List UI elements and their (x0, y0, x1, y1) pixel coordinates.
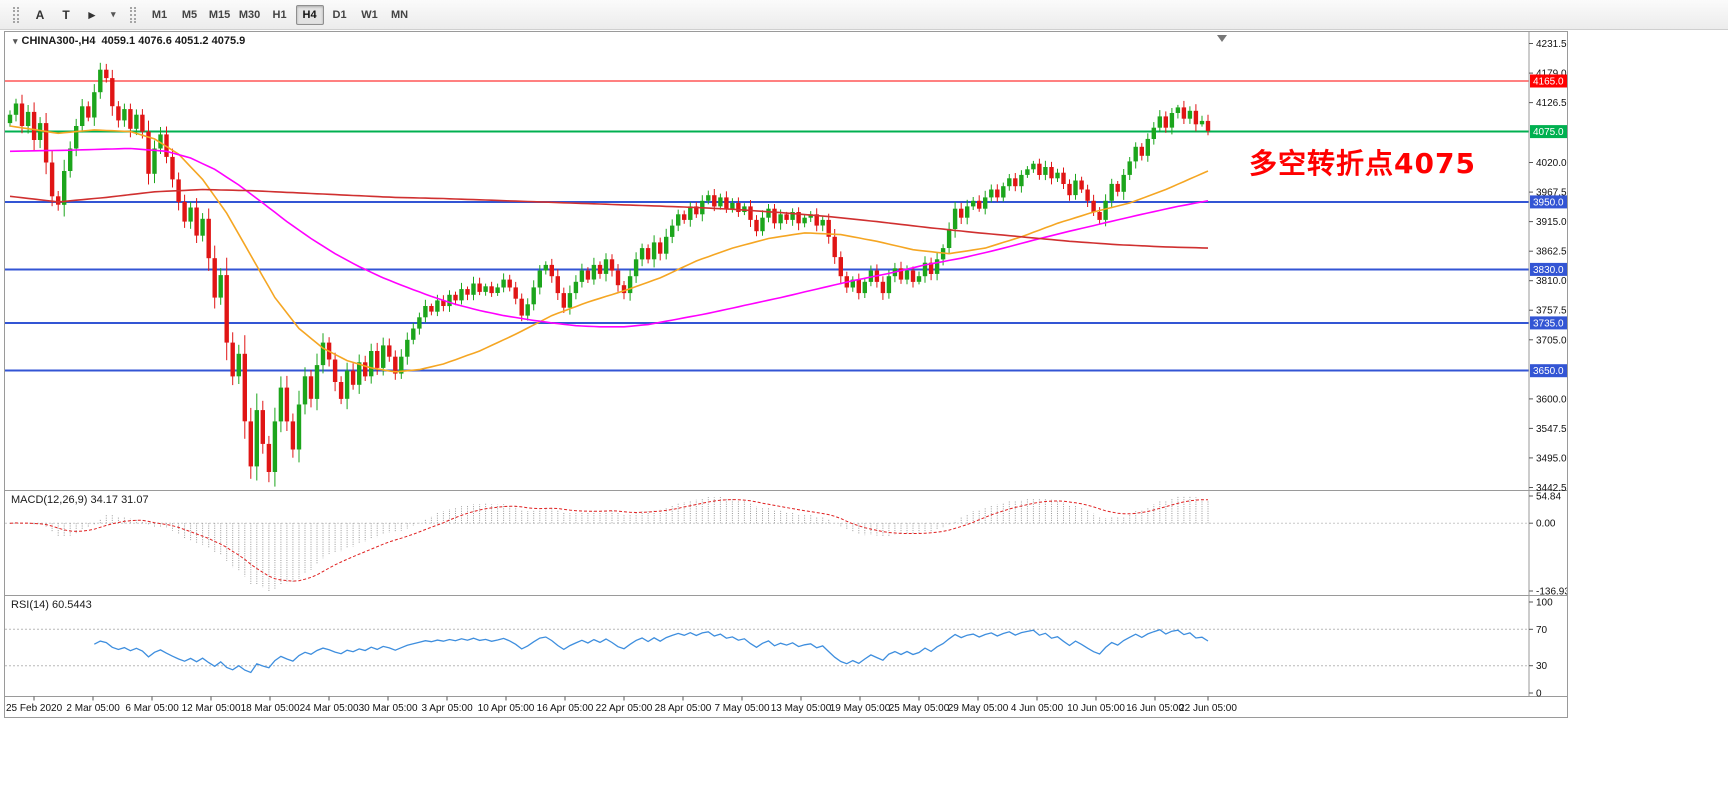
svg-text:29 May 05:00: 29 May 05:00 (948, 703, 1009, 714)
svg-text:28 Apr 05:00: 28 Apr 05:00 (655, 703, 712, 714)
ma-fast-orange (9, 125, 1209, 373)
top-toolbar: A T ► ▾ M1 M5 M15 M30 H1 H4 D1 W1 MN (0, 0, 1728, 30)
svg-text:4126.5: 4126.5 (1536, 98, 1567, 109)
rsi-name: RSI(14) (11, 599, 49, 611)
rsi-pane: 100 70 30 0 (5, 598, 1553, 700)
svg-text:3830.0: 3830.0 (1533, 265, 1564, 276)
svg-text:3 Apr 05:00: 3 Apr 05:00 (422, 703, 474, 714)
timeframe-button-m30[interactable]: M30 (236, 5, 264, 25)
timeframe-button-h1[interactable]: H1 (266, 5, 294, 25)
rsi-line (94, 628, 1209, 674)
chart-window: 4231.5 4179.0 4126.5 4020.0 3967.5 3915.0 3862… (4, 31, 1568, 718)
svg-text:24 Mar 05:00: 24 Mar 05:00 (300, 703, 359, 714)
svg-text:3735.0: 3735.0 (1533, 318, 1564, 329)
toolbar-dropdown-button[interactable]: ▾ (106, 4, 121, 26)
svg-text:10 Apr 05:00: 10 Apr 05:00 (478, 703, 535, 714)
timeframe-button-m15[interactable]: M15 (206, 5, 234, 25)
svg-text:0: 0 (1536, 689, 1542, 700)
chart-canvas[interactable]: 4231.5 4179.0 4126.5 4020.0 3967.5 3915.0 3862… (5, 32, 1567, 717)
timeframe-button-m5[interactable]: M5 (176, 5, 204, 25)
svg-text:4020.0: 4020.0 (1536, 158, 1567, 169)
macd-current-values: 34.17 31.07 (90, 494, 149, 506)
svg-text:6 Mar 05:00: 6 Mar 05:00 (125, 703, 179, 714)
svg-text:4231.5: 4231.5 (1536, 39, 1567, 50)
svg-text:3547.5: 3547.5 (1536, 424, 1567, 435)
svg-text:54.84: 54.84 (1536, 492, 1561, 503)
svg-text:3650.0: 3650.0 (1533, 366, 1564, 377)
svg-text:30: 30 (1536, 661, 1548, 672)
svg-text:4 Jun 05:00: 4 Jun 05:00 (1011, 703, 1064, 714)
candlesticks (7, 62, 1211, 487)
ohlc-values: 4059.1 4076.6 4051.2 4075.9 (101, 35, 246, 47)
price-axis: 4231.5 4179.0 4126.5 4020.0 3967.5 3915.0 3862… (1529, 39, 1567, 494)
svg-text:3600.0: 3600.0 (1536, 394, 1567, 405)
svg-text:3442.5: 3442.5 (1536, 483, 1567, 494)
svg-text:3810.0: 3810.0 (1536, 276, 1567, 287)
toolbar-grip-handle[interactable] (13, 6, 19, 23)
cursor-tool-button[interactable]: ► (80, 4, 104, 26)
macd-name: MACD(12,26,9) (11, 494, 88, 506)
svg-text:22 Jun 05:00: 22 Jun 05:00 (1179, 703, 1237, 714)
timeframe-toolbar: M1 M5 M15 M30 H1 H4 D1 W1 MN (145, 4, 415, 25)
timeframe-button-mn[interactable]: MN (386, 5, 414, 25)
svg-text:18 Mar 05:00: 18 Mar 05:00 (241, 703, 300, 714)
svg-text:100: 100 (1536, 598, 1553, 609)
svg-text:70: 70 (1536, 625, 1548, 636)
svg-text:19 May 05:00: 19 May 05:00 (830, 703, 891, 714)
svg-text:16 Jun 05:00: 16 Jun 05:00 (1126, 703, 1184, 714)
rsi-current-value: 60.5443 (51, 599, 92, 611)
ma-mid-magenta (9, 147, 1209, 328)
svg-text:4165.0: 4165.0 (1533, 77, 1564, 88)
time-axis: 25 Feb 2020 2 Mar 05:00 6 Mar 05:00 12 Mar … (6, 696, 1237, 714)
pane-separators (5, 32, 1567, 697)
cursor-icon: ► (86, 7, 98, 22)
macd-signal-line (9, 499, 1209, 582)
svg-text:30 Mar 05:00: 30 Mar 05:00 (359, 703, 418, 714)
symbol-period-label: CHINA300-,H4 (21, 35, 96, 47)
timeframe-button-w1[interactable]: W1 (356, 5, 384, 25)
toolbar-grip-handle[interactable] (129, 6, 136, 23)
svg-text:16 Apr 05:00: 16 Apr 05:00 (537, 703, 594, 714)
collapse-caret-icon[interactable]: ▾ (13, 36, 18, 46)
svg-text:2 Mar 05:00: 2 Mar 05:00 (66, 703, 120, 714)
svg-text:7 May 05:00: 7 May 05:00 (714, 703, 769, 714)
rsi-indicator-label: RSI(14) 60.5443 (11, 599, 92, 611)
t-tool-button[interactable]: T (54, 4, 78, 26)
svg-text:4179.0: 4179.0 (1536, 69, 1567, 80)
svg-text:0.00: 0.00 (1536, 519, 1556, 530)
svg-text:3915.0: 3915.0 (1536, 217, 1567, 228)
svg-text:25 May 05:00: 25 May 05:00 (889, 703, 950, 714)
svg-text:3757.5: 3757.5 (1536, 306, 1567, 317)
svg-text:22 Apr 05:00: 22 Apr 05:00 (596, 703, 653, 714)
a-tool-button[interactable]: A (28, 4, 52, 26)
svg-text:3950.0: 3950.0 (1533, 197, 1564, 208)
svg-text:12 Mar 05:00: 12 Mar 05:00 (182, 703, 241, 714)
macd-indicator-label: MACD(12,26,9) 34.17 31.07 (11, 494, 149, 506)
timeframe-button-m1[interactable]: M1 (146, 5, 174, 25)
macd-pane: 54.84 0.00 -136.93 (5, 492, 1567, 598)
svg-text:-136.93: -136.93 (1536, 587, 1567, 598)
timeframe-button-d1[interactable]: D1 (326, 5, 354, 25)
svg-text:3862.5: 3862.5 (1536, 247, 1567, 258)
chevron-down-icon: ▾ (111, 9, 116, 19)
svg-text:13 May 05:00: 13 May 05:00 (771, 703, 832, 714)
svg-text:3705.0: 3705.0 (1536, 335, 1567, 346)
chinese-annotation-text: 多空转折点4075 (1249, 147, 1476, 180)
svg-text:10 Jun 05:00: 10 Jun 05:00 (1067, 703, 1125, 714)
chart-shift-marker-icon (1217, 35, 1227, 42)
chart-title: ▾ CHINA300-,H4 4059.1 4076.6 4051.2 4075.9 (13, 35, 245, 47)
timeframe-button-h4[interactable]: H4 (295, 4, 324, 25)
ma-slow-red (9, 188, 1209, 249)
svg-text:3967.5: 3967.5 (1536, 188, 1567, 199)
svg-text:25 Feb 2020: 25 Feb 2020 (6, 703, 63, 714)
svg-text:3495.0: 3495.0 (1536, 453, 1567, 464)
svg-text:4075.0: 4075.0 (1533, 127, 1564, 138)
